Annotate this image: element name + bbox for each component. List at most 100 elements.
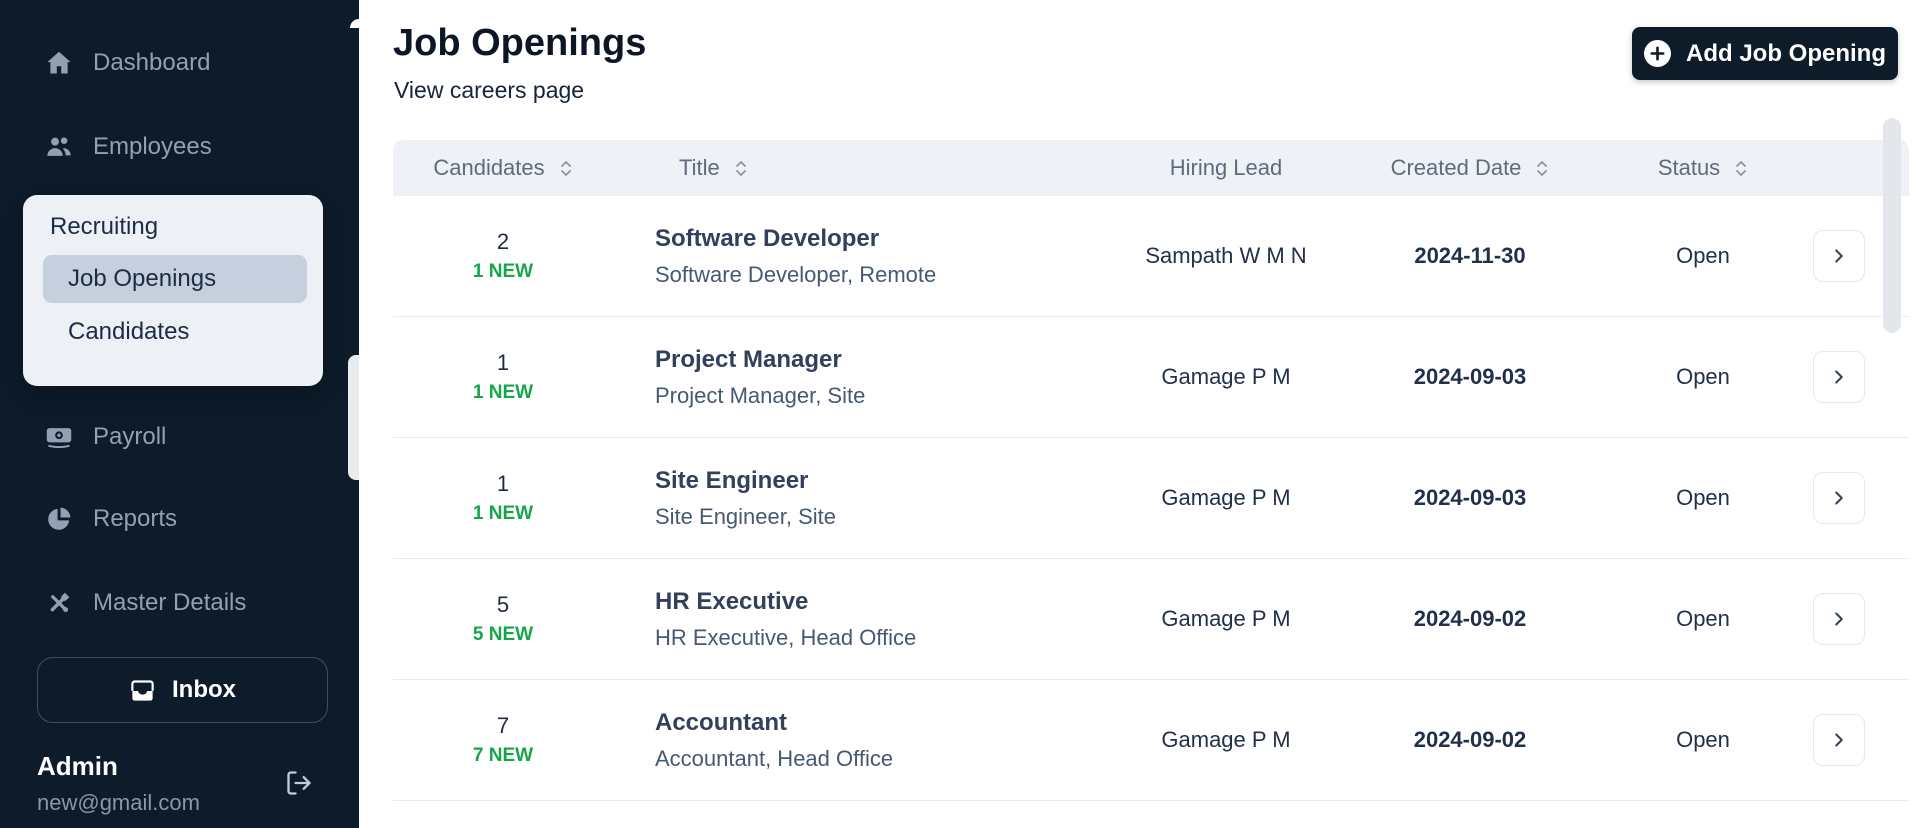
sidebar: Dashboard Employees Recruiting Job Openi… xyxy=(0,0,359,828)
job-subtitle: Software Developer, Remote xyxy=(655,261,937,287)
column-label: Status xyxy=(1657,155,1721,180)
sidebar-item-label: Employees xyxy=(93,133,212,160)
row-detail-button[interactable] xyxy=(1813,351,1865,403)
sidebar-subitem-label: Candidates xyxy=(68,318,190,345)
row-detail-button[interactable] xyxy=(1813,472,1865,524)
row-detail-button[interactable] xyxy=(1813,714,1865,766)
candidate-count: 7 xyxy=(496,713,510,738)
user-email: new@gmail.com xyxy=(37,790,200,815)
home-icon xyxy=(45,49,73,77)
sort-icon xyxy=(1537,160,1548,176)
status-value: Open xyxy=(1676,364,1730,389)
created-date: 2024-11-30 xyxy=(1414,243,1526,268)
created-date: 2024-09-02 xyxy=(1413,727,1527,752)
new-candidates-badge: 1 NEW xyxy=(472,382,534,403)
sidebar-subitem-candidates[interactable]: Candidates xyxy=(43,308,307,356)
tools-icon xyxy=(45,589,73,617)
user-name: Admin xyxy=(37,751,118,781)
logout-icon[interactable] xyxy=(285,769,313,797)
hiring-lead: Gamage P M xyxy=(1161,485,1291,510)
sort-icon xyxy=(560,160,571,176)
column-label: Created Date xyxy=(1390,155,1522,180)
job-subtitle: Site Engineer, Site xyxy=(655,503,837,529)
column-label: Title xyxy=(679,155,720,180)
new-candidates-badge: 7 NEW xyxy=(472,745,534,766)
status-value: Open xyxy=(1676,243,1730,268)
job-openings-table: Candidates Title Hiring Lead Created Dat… xyxy=(393,140,1909,801)
banknote-icon xyxy=(45,423,73,451)
plus-icon xyxy=(1644,40,1671,67)
chevron-right-icon xyxy=(1835,249,1843,263)
job-title: Accountant xyxy=(655,708,787,736)
sidebar-item-label: Payroll xyxy=(93,423,167,450)
job-subtitle: Accountant, Head Office xyxy=(655,745,894,771)
job-title: Project Manager xyxy=(655,345,842,373)
page-title: Job Openings xyxy=(393,22,647,64)
job-subtitle: HR Executive, Head Office xyxy=(655,624,917,650)
created-date: 2024-09-03 xyxy=(1413,485,1527,510)
sidebar-item-recruiting[interactable]: Recruiting xyxy=(50,213,159,240)
table-row[interactable]: 1 1 NEW Project Manager Project Manager,… xyxy=(393,317,1909,438)
table-row[interactable]: 5 5 NEW HR Executive HR Executive, Head … xyxy=(393,559,1909,680)
sort-icon xyxy=(735,160,746,176)
column-label: Hiring Lead xyxy=(1169,155,1283,180)
column-header-created-date[interactable]: Created Date xyxy=(1391,155,1550,181)
corner-notch xyxy=(350,19,359,28)
hiring-lead: Gamage P M xyxy=(1161,364,1291,389)
new-candidates-badge: 1 NEW xyxy=(472,503,534,524)
sidebar-item-payroll[interactable]: Payroll xyxy=(0,414,359,460)
candidate-count: 1 xyxy=(496,350,510,375)
hiring-lead: Gamage P M xyxy=(1161,606,1291,631)
new-candidates-badge: 5 NEW xyxy=(472,624,534,645)
pie-chart-icon xyxy=(45,505,73,533)
hiring-lead: Gamage P M xyxy=(1161,727,1291,752)
job-title: HR Executive xyxy=(655,587,809,615)
row-detail-button[interactable] xyxy=(1813,593,1865,645)
chevron-right-icon xyxy=(1835,612,1843,626)
sidebar-item-reports[interactable]: Reports xyxy=(0,496,359,542)
created-date: 2024-09-02 xyxy=(1413,606,1527,631)
column-header-status[interactable]: Status xyxy=(1658,155,1748,181)
main-scrollbar-thumb[interactable] xyxy=(1883,118,1901,333)
hiring-lead: Sampath W M N xyxy=(1145,243,1307,268)
column-header-hiring-lead: Hiring Lead xyxy=(1170,155,1283,181)
users-icon xyxy=(45,133,73,161)
table-row[interactable]: 1 1 NEW Site Engineer Site Engineer, Sit… xyxy=(393,438,1909,559)
job-title: Site Engineer xyxy=(655,466,809,494)
new-candidates-badge: 1 NEW xyxy=(472,261,534,282)
sidebar-item-dashboard[interactable]: Dashboard xyxy=(0,40,359,86)
table-row[interactable]: 7 7 NEW Accountant Accountant, Head Offi… xyxy=(393,680,1909,801)
column-header-title[interactable]: Title xyxy=(679,155,1073,181)
sidebar-scrollbar-thumb[interactable] xyxy=(348,355,359,480)
job-title: Software Developer xyxy=(655,224,880,252)
add-button-label: Add Job Opening xyxy=(1686,39,1886,67)
candidate-count: 2 xyxy=(496,229,510,254)
sort-icon xyxy=(1736,160,1747,176)
status-value: Open xyxy=(1676,485,1730,510)
recruiting-flyout: Recruiting Job Openings Candidates xyxy=(23,195,323,386)
inbox-icon xyxy=(129,677,156,704)
candidate-count: 5 xyxy=(496,592,510,617)
sidebar-subitem-job-openings[interactable]: Job Openings xyxy=(43,255,307,303)
column-header-candidates[interactable]: Candidates xyxy=(433,155,572,181)
inbox-button[interactable]: Inbox xyxy=(37,657,328,723)
sidebar-item-employees[interactable]: Employees xyxy=(0,124,359,170)
sidebar-subitem-label: Job Openings xyxy=(68,265,217,292)
table-row[interactable]: 2 1 NEW Software Developer Software Deve… xyxy=(393,196,1909,317)
table-header-row: Candidates Title Hiring Lead Created Dat… xyxy=(393,140,1909,196)
row-detail-button[interactable] xyxy=(1813,230,1865,282)
chevron-right-icon xyxy=(1835,733,1843,747)
created-date: 2024-09-03 xyxy=(1413,364,1527,389)
sidebar-item-label: Reports xyxy=(93,505,178,532)
column-label: Candidates xyxy=(433,155,545,180)
sidebar-item-label: Master Details xyxy=(93,589,247,616)
add-job-opening-button[interactable]: Add Job Opening xyxy=(1632,27,1898,80)
candidate-count: 1 xyxy=(496,471,510,496)
status-value: Open xyxy=(1676,727,1730,752)
chevron-right-icon xyxy=(1835,491,1843,505)
chevron-right-icon xyxy=(1835,370,1843,384)
sidebar-item-master-details[interactable]: Master Details xyxy=(0,580,359,626)
job-subtitle: Project Manager, Site xyxy=(655,382,866,408)
view-careers-link[interactable]: View careers page xyxy=(394,77,585,103)
